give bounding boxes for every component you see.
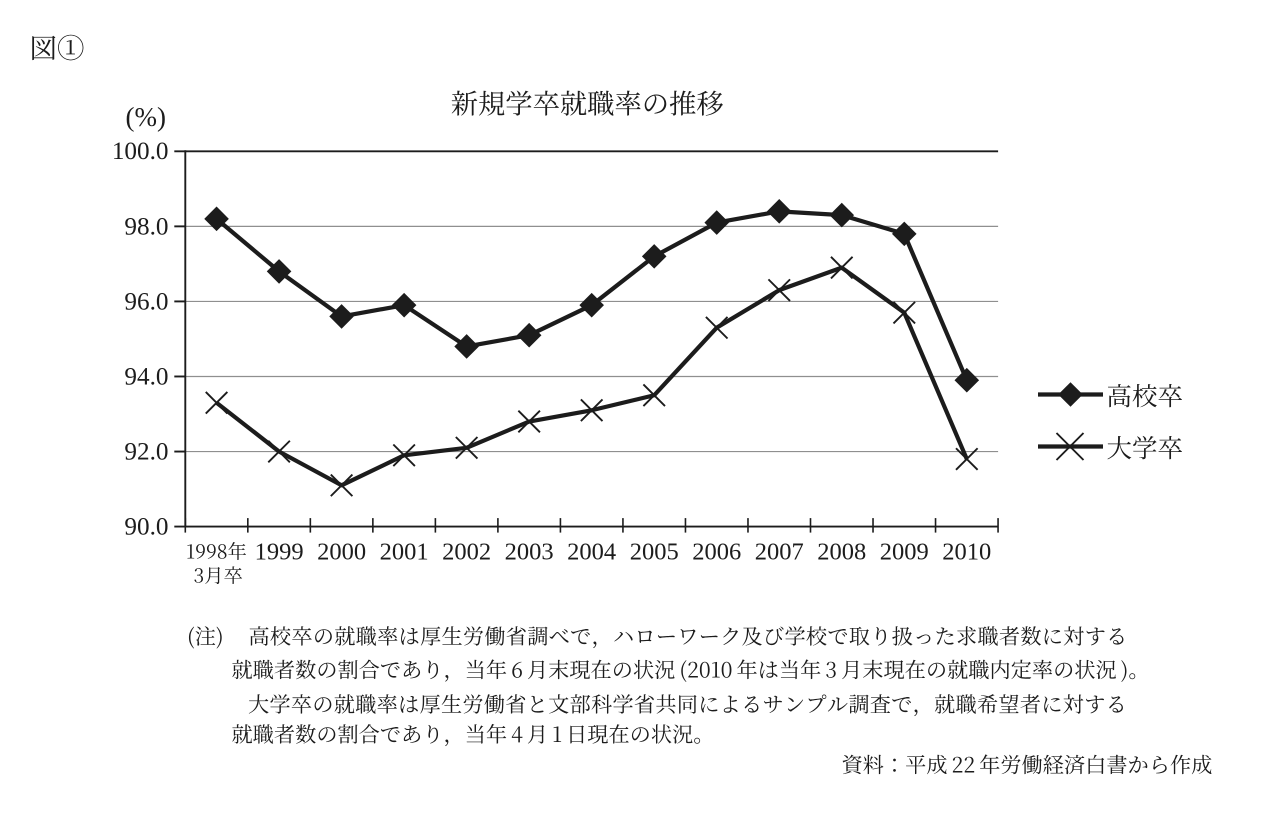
svg-text:96.0: 96.0 — [124, 288, 168, 315]
svg-text:2003: 2003 — [505, 538, 554, 565]
svg-text:2004: 2004 — [567, 538, 616, 565]
svg-text:2001: 2001 — [380, 538, 429, 565]
svg-text:2008: 2008 — [817, 538, 866, 565]
svg-text:90.0: 90.0 — [124, 514, 168, 541]
svg-text:2007: 2007 — [755, 538, 804, 565]
svg-text:2006: 2006 — [692, 538, 741, 565]
svg-text:2010: 2010 — [942, 538, 991, 565]
svg-text:2000: 2000 — [317, 538, 366, 565]
svg-text:2002: 2002 — [442, 538, 491, 565]
svg-text:100.0: 100.0 — [112, 138, 169, 165]
svg-text:92.0: 92.0 — [124, 438, 168, 465]
svg-text:98.0: 98.0 — [124, 213, 168, 240]
svg-text:2005: 2005 — [630, 538, 679, 565]
svg-text:1999: 1999 — [255, 538, 304, 565]
svg-text:(%): (%) — [126, 102, 166, 132]
svg-text:94.0: 94.0 — [124, 363, 168, 390]
svg-text:2009: 2009 — [880, 538, 929, 565]
